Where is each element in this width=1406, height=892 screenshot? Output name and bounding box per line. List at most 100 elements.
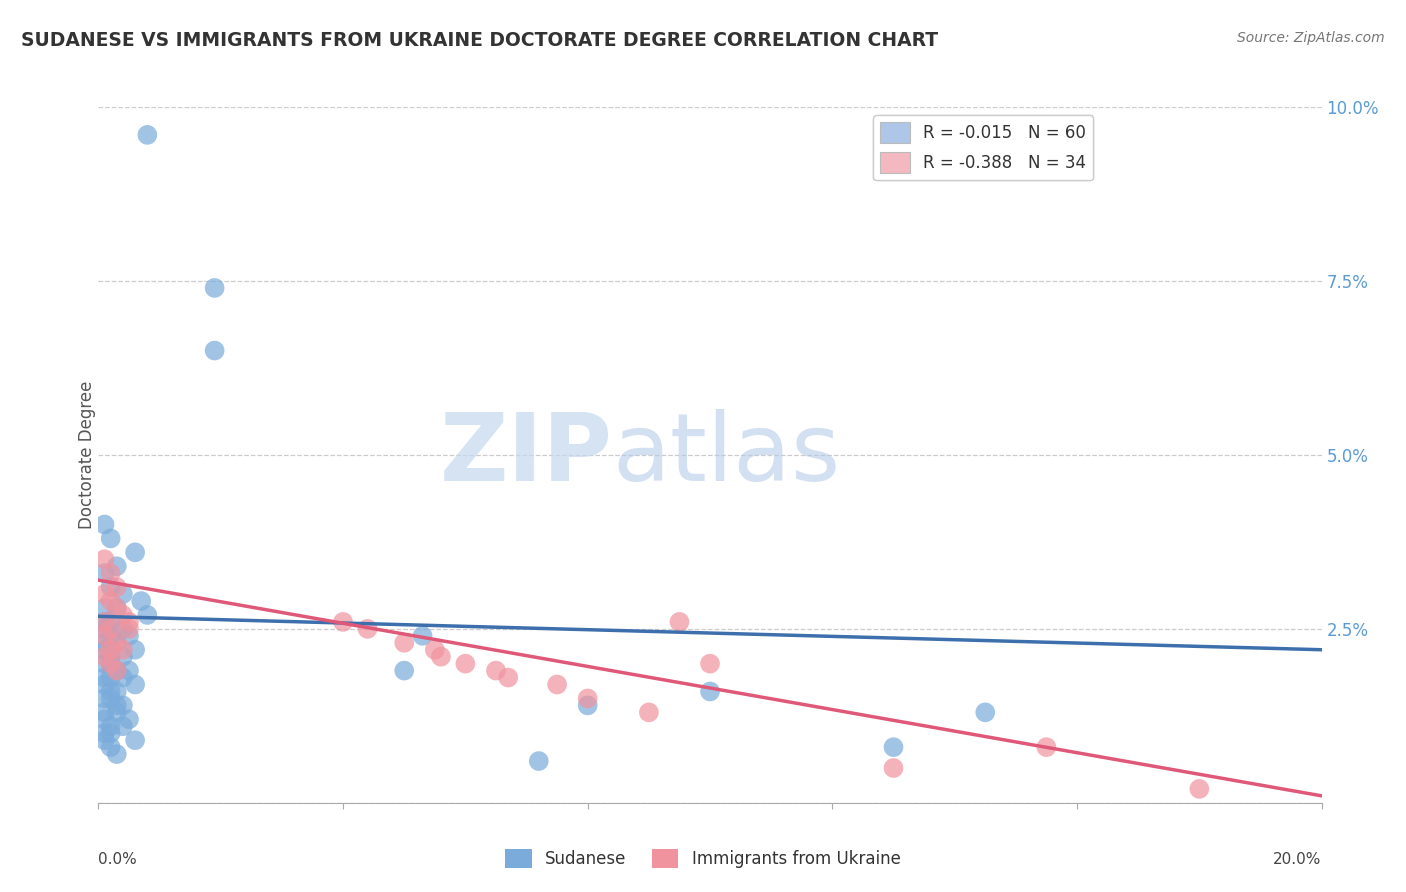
Point	[883, 740, 905, 755]
Point	[974, 706, 997, 720]
Point	[668, 615, 690, 629]
Point	[100, 657, 122, 671]
Point	[118, 622, 141, 636]
Point	[93, 657, 115, 671]
Point	[100, 532, 122, 546]
Point	[100, 684, 122, 698]
Point	[124, 642, 146, 657]
Point	[111, 642, 134, 657]
Point	[93, 642, 115, 657]
Point	[356, 622, 378, 636]
Point	[93, 726, 115, 740]
Point	[124, 677, 146, 691]
Point	[576, 691, 599, 706]
Point	[100, 657, 122, 671]
Point	[100, 726, 122, 740]
Text: atlas: atlas	[612, 409, 841, 501]
Point	[496, 671, 519, 685]
Point	[111, 649, 134, 664]
Point	[111, 587, 134, 601]
Point	[105, 664, 128, 678]
Point	[100, 719, 122, 733]
Legend: R = -0.015   N = 60, R = -0.388   N = 34: R = -0.015 N = 60, R = -0.388 N = 34	[873, 115, 1092, 180]
Point	[100, 649, 122, 664]
Point	[100, 691, 122, 706]
Legend: Sudanese, Immigrants from Ukraine: Sudanese, Immigrants from Ukraine	[499, 842, 907, 875]
Point	[100, 642, 122, 657]
Point	[124, 733, 146, 747]
Point	[100, 629, 122, 643]
Point	[129, 594, 152, 608]
Point	[699, 657, 721, 671]
Point	[93, 649, 115, 664]
Point	[105, 636, 128, 650]
Text: SUDANESE VS IMMIGRANTS FROM UKRAINE DOCTORATE DEGREE CORRELATION CHART: SUDANESE VS IMMIGRANTS FROM UKRAINE DOCT…	[21, 31, 938, 50]
Point	[100, 740, 122, 755]
Point	[93, 587, 115, 601]
Point	[93, 671, 115, 685]
Point	[637, 706, 661, 720]
Point	[412, 629, 434, 643]
Point	[136, 128, 159, 142]
Point	[1035, 740, 1057, 755]
Point	[105, 684, 128, 698]
Point	[883, 761, 905, 775]
Point	[105, 664, 128, 678]
Point	[392, 664, 416, 678]
Point	[93, 629, 115, 643]
Point	[332, 615, 354, 629]
Point	[105, 580, 128, 594]
Point	[100, 566, 122, 581]
Point	[546, 677, 568, 691]
Point	[111, 698, 134, 713]
Point	[576, 698, 599, 713]
Point	[105, 636, 128, 650]
Point	[118, 629, 141, 643]
Point	[93, 677, 115, 691]
Point	[111, 622, 134, 636]
Point	[100, 671, 122, 685]
Point	[105, 747, 128, 761]
Point	[105, 601, 128, 615]
Point	[100, 580, 122, 594]
Point	[118, 664, 141, 678]
Y-axis label: Doctorate Degree: Doctorate Degree	[79, 381, 96, 529]
Point	[93, 712, 115, 726]
Point	[111, 719, 134, 733]
Point	[136, 607, 159, 622]
Point	[105, 698, 128, 713]
Point	[699, 684, 721, 698]
Point	[93, 622, 115, 636]
Point	[118, 712, 141, 726]
Point	[111, 607, 134, 622]
Point	[1188, 781, 1211, 796]
Text: 0.0%: 0.0%	[98, 852, 138, 866]
Point	[93, 615, 115, 629]
Point	[485, 664, 508, 678]
Point	[100, 622, 122, 636]
Point	[204, 281, 226, 295]
Point	[93, 615, 115, 629]
Point	[93, 517, 115, 532]
Text: Source: ZipAtlas.com: Source: ZipAtlas.com	[1237, 31, 1385, 45]
Text: ZIP: ZIP	[439, 409, 612, 501]
Point	[423, 642, 446, 657]
Text: 20.0%: 20.0%	[1274, 852, 1322, 866]
Point	[111, 671, 134, 685]
Point	[100, 594, 122, 608]
Point	[93, 552, 115, 566]
Point	[430, 649, 453, 664]
Point	[93, 733, 115, 747]
Point	[93, 706, 115, 720]
Point	[454, 657, 477, 671]
Point	[118, 615, 141, 629]
Point	[527, 754, 550, 768]
Point	[93, 566, 115, 581]
Point	[105, 559, 128, 574]
Point	[204, 343, 226, 358]
Point	[105, 706, 128, 720]
Point	[392, 636, 416, 650]
Point	[93, 601, 115, 615]
Point	[100, 615, 122, 629]
Point	[124, 545, 146, 559]
